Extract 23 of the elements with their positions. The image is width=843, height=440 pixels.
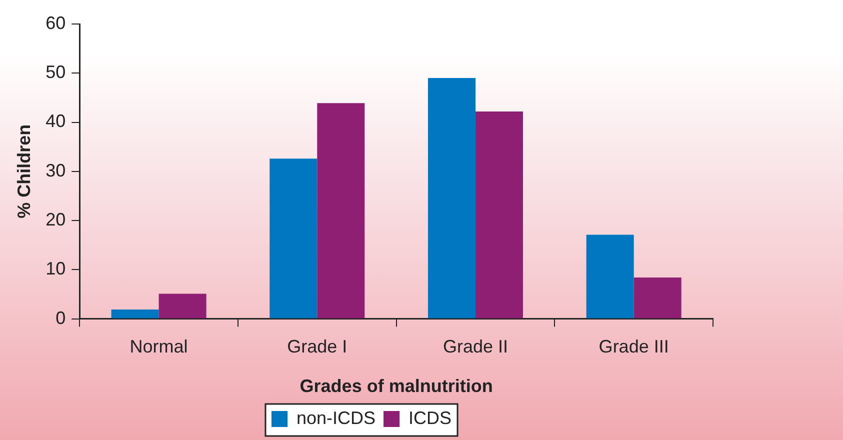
bar [317,103,365,318]
bar [158,294,206,318]
y-tick-label: 10 [46,258,66,279]
y-tick-label: 0 [56,308,66,328]
x-axis-title: Grades of malnutrition [300,376,493,396]
x-tick-label: Grade III [598,336,669,357]
bar [270,158,318,318]
bar [111,309,159,318]
bar [586,234,634,318]
x-tick-label: Normal [130,336,188,357]
x-tick-label: Grade II [442,336,508,357]
y-tick-label: 60 [46,12,66,33]
legend-label: ICDS [408,408,452,428]
legend-label: non-ICDS [296,408,376,428]
x-tick-label: Grade I [287,336,348,357]
y-tick-label: 30 [46,160,66,180]
y-tick-label: 50 [46,62,66,82]
bar [634,278,682,318]
y-tick-label: 40 [46,111,66,132]
y-tick-label: 20 [46,210,66,230]
bar [428,78,476,318]
bar [475,111,523,318]
y-axis-title: % Children [14,124,34,218]
